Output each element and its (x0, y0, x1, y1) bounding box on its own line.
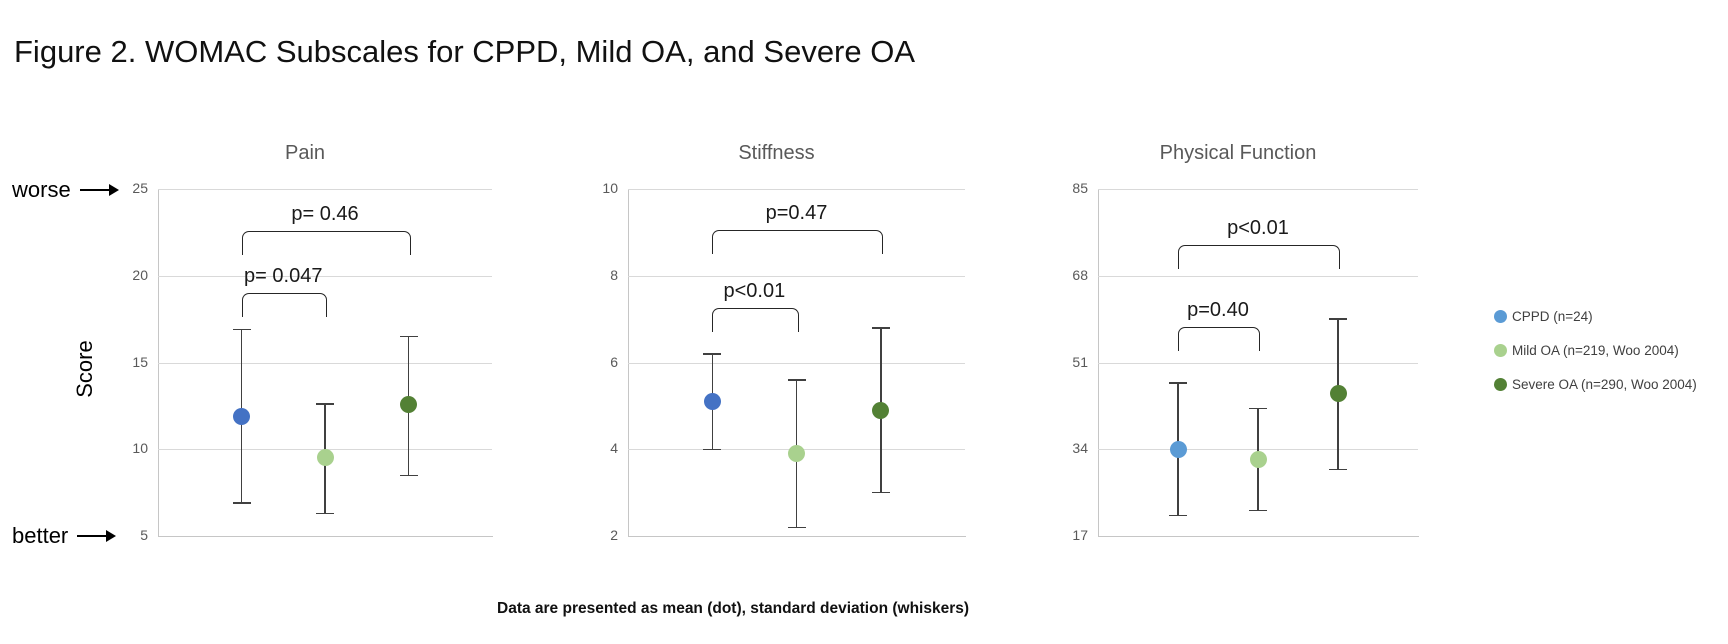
y-tick-label: 25 (132, 180, 148, 196)
data-point-dot (1329, 384, 1347, 402)
legend-dot-icon (1494, 377, 1507, 391)
data-point-dot (788, 445, 805, 463)
whisker-cap-bottom (871, 491, 890, 494)
y-tick-label: 51 (1072, 353, 1088, 370)
p-value-label: p=0.47 (765, 202, 828, 225)
whisker-cap-top (703, 353, 722, 355)
y-tick-label: 5 (140, 527, 148, 543)
y-tick-label: 34 (1072, 440, 1088, 457)
gridline (628, 362, 965, 364)
whisker-cap-bottom (232, 502, 251, 504)
data-point-dot (703, 393, 721, 411)
legend-item-cppd: CPPD (n=24) (1494, 308, 1697, 324)
y-tick-label: 15 (132, 353, 148, 370)
y-tick-label: 85 (1072, 180, 1088, 196)
p-value-label: p= 0.047 (244, 265, 323, 288)
worse-direction-label: worse (12, 177, 119, 203)
legend-item-severe-oa: Severe OA (n=290, Woo 2004) (1494, 376, 1697, 392)
legend-label: Severe OA (n=290, Woo 2004) (1512, 376, 1697, 392)
y-axis-title: Score (72, 340, 97, 398)
right-arrow-icon (77, 528, 117, 544)
data-point-dot (316, 449, 334, 467)
whisker-cap-top (871, 327, 890, 329)
y-tick-label: 17 (1072, 527, 1088, 543)
gridline (1098, 362, 1418, 364)
whisker-cap-top (1249, 407, 1267, 410)
better-label: better (12, 523, 69, 548)
significance-bracket (1178, 245, 1340, 270)
gridline (158, 275, 492, 277)
legend-dot-icon (1494, 343, 1507, 357)
data-point-dot (1169, 440, 1187, 458)
whisker-cap-bottom (703, 448, 722, 450)
significance-bracket (241, 293, 327, 318)
whisker-cap-top (1169, 382, 1187, 384)
data-point-dot (872, 401, 890, 419)
data-point-dot (400, 395, 417, 413)
significance-bracket (1178, 326, 1260, 351)
legend: CPPD (n=24) Mild OA (n=219, Woo 2004) Seve… (1494, 308, 1697, 410)
chart-title-physical-function: Physical Function (1159, 142, 1317, 164)
whisker-cap-top (787, 379, 806, 381)
significance-bracket (712, 230, 883, 255)
p-value-label: p= 0.46 (291, 202, 359, 225)
worse-label: worse (12, 177, 71, 202)
y-tick-label: 10 (132, 440, 148, 457)
right-arrow-icon (79, 182, 119, 198)
whisker-cap-bottom (1169, 514, 1187, 517)
p-value-label: p<0.01 (723, 280, 786, 303)
y-tick-label: 68 (1072, 266, 1088, 283)
p-value-label: p=0.40 (1187, 298, 1249, 321)
whisker-cap-bottom (399, 474, 418, 477)
whisker-cap-top (1329, 318, 1347, 320)
figure-footnote: Data are presented as mean (dot), standa… (497, 600, 970, 617)
data-point-dot (233, 407, 250, 425)
whisker-cap-top (316, 403, 334, 405)
p-value-label: p<0.01 (1227, 217, 1289, 240)
y-tick-label: 2 (610, 527, 618, 543)
gridline (1098, 275, 1418, 277)
chart-title-pain: Pain (284, 142, 326, 164)
gridline (158, 189, 492, 190)
y-tick-label: 8 (610, 266, 618, 283)
legend-item-mild-oa: Mild OA (n=219, Woo 2004) (1494, 342, 1697, 358)
whisker-cap-top (232, 328, 251, 331)
whisker-cap-bottom (1329, 468, 1347, 471)
legend-label: Mild OA (n=219, Woo 2004) (1512, 342, 1679, 358)
whisker-cap-bottom (1249, 509, 1267, 512)
gridline (1098, 189, 1418, 190)
gridline (158, 362, 492, 364)
whisker-cap-bottom (316, 512, 334, 515)
y-tick-label: 10 (602, 180, 618, 196)
y-tick-label: 6 (610, 353, 618, 370)
significance-bracket (712, 308, 799, 333)
y-tick-label: 4 (610, 440, 618, 457)
gridline (628, 275, 965, 277)
figure-title: Figure 2. WOMAC Subscales for CPPD, Mild… (14, 34, 916, 69)
data-point-dot (1249, 450, 1267, 468)
whisker-cap-bottom (787, 526, 806, 529)
whisker-cap-top (399, 335, 418, 338)
legend-label: CPPD (n=24) (1512, 308, 1593, 324)
chart-title-stiffness: Stiffness (738, 142, 815, 164)
significance-bracket (241, 230, 411, 255)
legend-dot-icon (1494, 309, 1507, 323)
better-direction-label: better (12, 523, 117, 549)
y-tick-label: 20 (132, 266, 148, 283)
gridline (628, 189, 965, 190)
